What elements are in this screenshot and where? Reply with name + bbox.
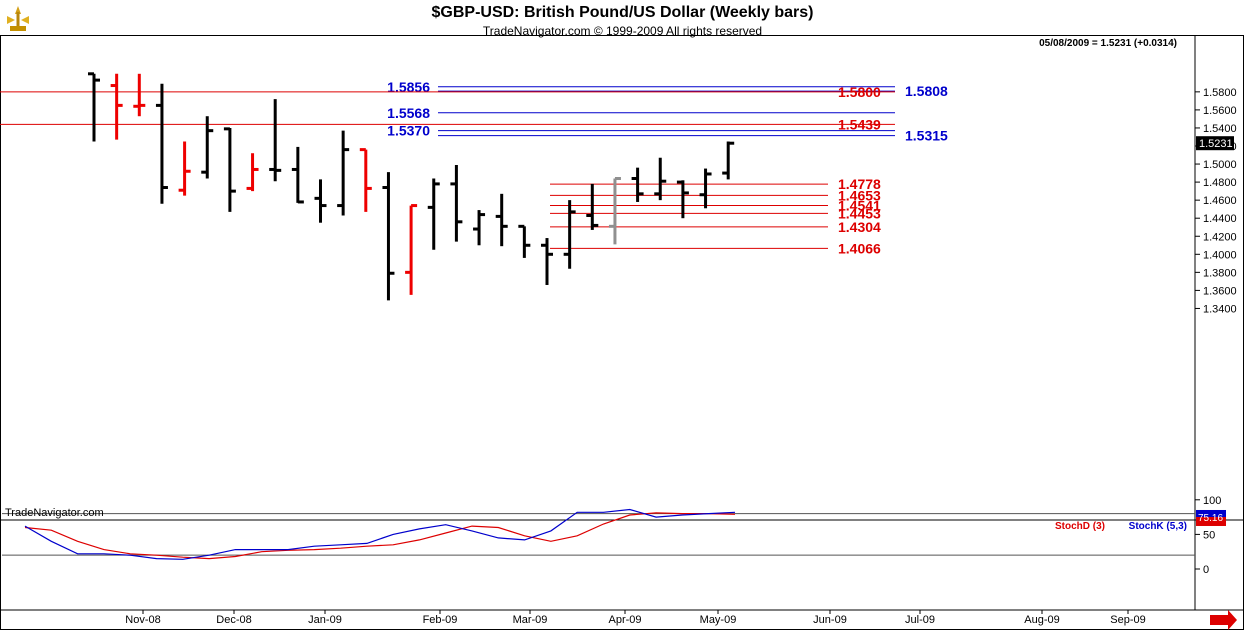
- price-tick-label: 1.3600: [1203, 285, 1237, 297]
- x-tick-label: Sep-09: [1110, 614, 1145, 626]
- x-tick-label: Nov-08: [125, 614, 160, 626]
- x-tick-label: Mar-09: [513, 614, 548, 626]
- level-label: 1.5808: [905, 83, 948, 99]
- price-tick-label: 1.5800: [1203, 87, 1237, 99]
- stoch-tag-bottom: [1196, 516, 1226, 526]
- level-label: 1.5370: [387, 123, 430, 139]
- level-label: 1.4778: [838, 176, 881, 192]
- chart-subtitle: TradeNavigator.com © 1999-2009 All right…: [482, 24, 763, 38]
- level-label: 1.4541: [838, 197, 881, 213]
- level-label: 1.5568: [387, 105, 430, 121]
- price-tick-label: 1.4200: [1203, 231, 1237, 243]
- last-quote-tag: 05/08/2009 = 1.5231 (+0.0314): [1039, 38, 1177, 49]
- scroll-right-arrow-icon: [1210, 610, 1237, 630]
- last-price-tag: [1196, 136, 1234, 151]
- x-tick-label: Dec-08: [216, 614, 251, 626]
- last-price-label: 1.5231: [1199, 138, 1233, 150]
- trade-navigator-logo-icon[interactable]: [4, 4, 32, 34]
- price-tick-label: 1.4000: [1203, 249, 1237, 261]
- x-tick-label: Jul-09: [905, 614, 935, 626]
- stoch-tick-label: 50: [1203, 529, 1215, 541]
- level-label: 1.5439: [838, 116, 881, 132]
- price-tick-label: 1.4400: [1203, 213, 1237, 225]
- stoch-series-line: [24, 508, 736, 560]
- level-label: 1.4304: [838, 219, 881, 235]
- stoch-last-value: 75.16: [1198, 513, 1223, 524]
- x-tick-label: Feb-09: [423, 614, 458, 626]
- level-label: 1.4653: [838, 187, 881, 203]
- x-tick-label: Apr-09: [608, 614, 641, 626]
- level-label: 1.5800: [838, 84, 881, 100]
- x-tick-label: Jun-09: [813, 614, 847, 626]
- chart-frame: [0, 35, 1244, 630]
- level-label: 1.5315: [905, 128, 948, 144]
- price-tick-label: 1.5400: [1203, 123, 1237, 135]
- level-label: 1.4453: [838, 205, 881, 221]
- price-tick-label: 1.3800: [1203, 267, 1237, 279]
- price-tick-label: 1.4800: [1203, 177, 1237, 189]
- level-label: 1.5856: [387, 79, 430, 95]
- price-tick-label: 1.5600: [1203, 105, 1237, 117]
- price-tick-label: 1.4600: [1203, 195, 1237, 207]
- x-tick-label: Jan-09: [308, 614, 342, 626]
- stoch-tick-label: 0: [1203, 564, 1209, 576]
- x-tick-label: Aug-09: [1024, 614, 1059, 626]
- price-tick-label: 1.3400: [1203, 303, 1237, 315]
- x-tick-label: May-09: [700, 614, 737, 626]
- stoch-series-line: [24, 512, 736, 560]
- stochk-legend: StochK (5,3): [1128, 521, 1187, 532]
- stochd-legend: StochD (3): [1055, 521, 1105, 532]
- chart-title: $GBP-USD: British Pound/US Dollar (Weekl…: [431, 4, 814, 21]
- price-tick-label: 1.5000: [1203, 159, 1237, 171]
- level-label: 1.4066: [838, 240, 881, 256]
- stoch-tag-top: [1196, 509, 1226, 517]
- watermark: TradeNavigator.com: [5, 507, 104, 519]
- stoch-tick-label: 100: [1203, 495, 1221, 507]
- price-chart[interactable]: 1.5856 1.5808 1.5800 1.5568 1.5439 1.5370 1.53…: [0, 35, 1245, 631]
